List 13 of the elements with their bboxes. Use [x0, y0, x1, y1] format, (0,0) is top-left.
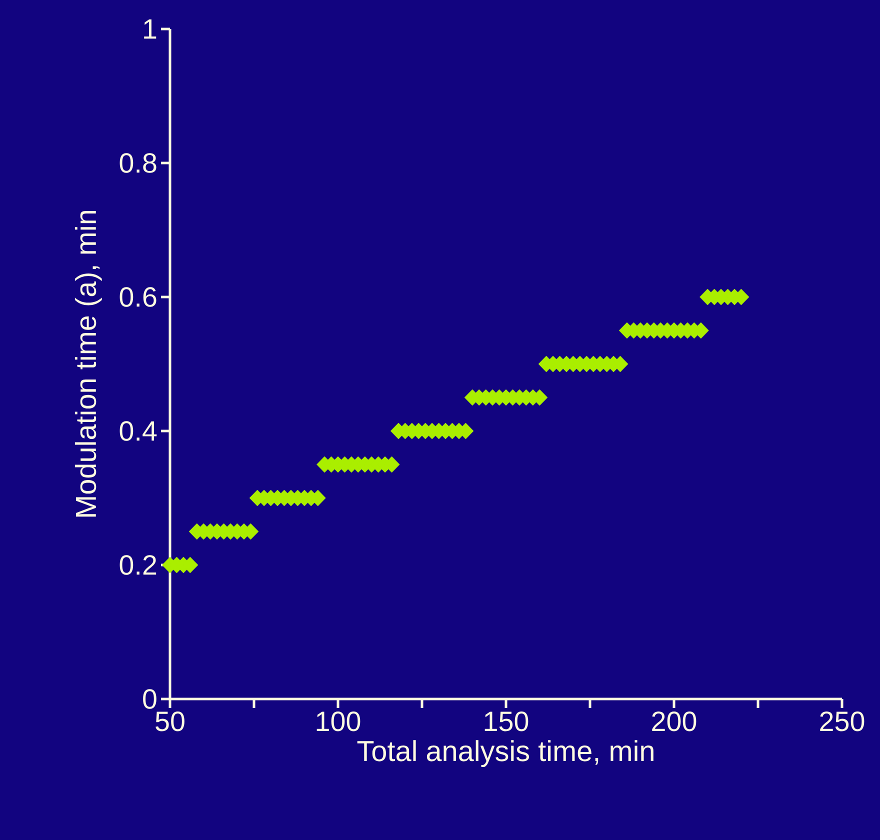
x-tick-label: 50 — [156, 712, 184, 732]
y-tick-label: 0.2 — [120, 555, 156, 575]
y-tick-label: 0.6 — [120, 287, 156, 307]
x-tick-label: 100 — [316, 712, 360, 732]
y-tick-label: 1 — [144, 19, 156, 39]
x-axis-title: Total analysis time, min — [357, 740, 654, 768]
y-axis-title: Modulation time (a), min — [74, 210, 102, 517]
x-tick-label: 150 — [484, 712, 528, 732]
y-tick-label: 0.8 — [120, 153, 156, 173]
x-tick-label: 250 — [820, 712, 864, 732]
x-tick-label: 200 — [652, 712, 696, 732]
y-tick-label: 0 — [143, 689, 156, 709]
y-tick-label: 0.4 — [120, 421, 157, 441]
